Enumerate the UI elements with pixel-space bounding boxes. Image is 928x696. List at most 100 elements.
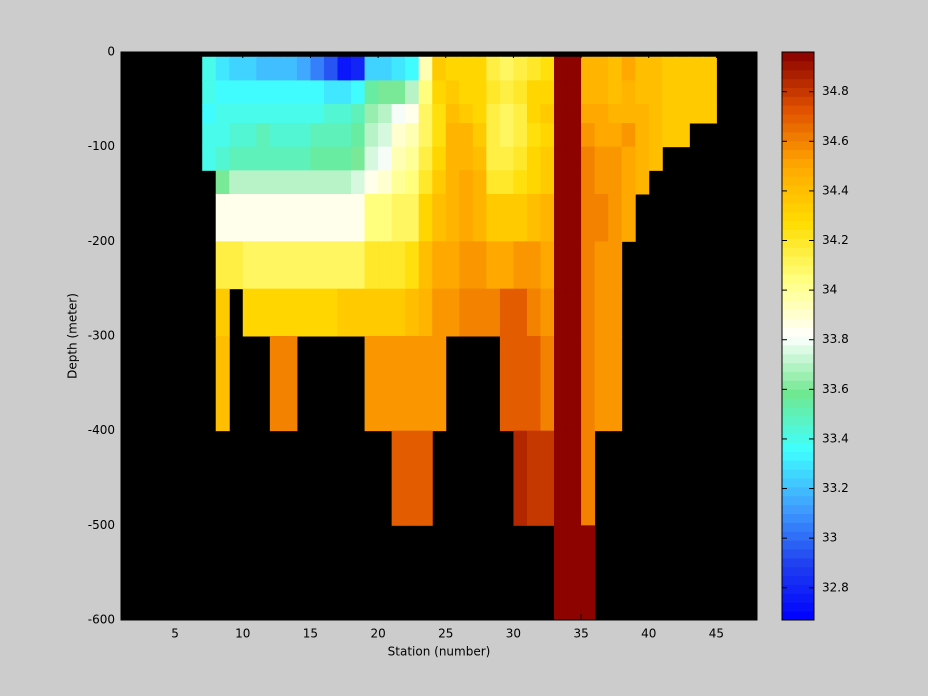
- cell: [581, 56, 596, 81]
- cell: [337, 288, 352, 337]
- x-tick-label: 5: [171, 627, 179, 641]
- colorbar-swatch: [782, 149, 814, 159]
- cell: [635, 146, 650, 171]
- cell: [391, 288, 406, 337]
- cell: [283, 104, 298, 124]
- cell: [337, 104, 352, 124]
- cell: [608, 194, 623, 242]
- colorbar-swatch: [782, 202, 814, 213]
- x-axis-label: Station (number): [388, 645, 491, 659]
- cell: [296, 56, 311, 81]
- cell: [296, 170, 311, 195]
- cell: [256, 241, 271, 290]
- cell: [608, 146, 623, 171]
- cell: [513, 56, 528, 81]
- cell: [283, 146, 298, 171]
- cell: [608, 241, 623, 290]
- cell: [364, 170, 379, 195]
- cell: [635, 56, 650, 81]
- colorbar-swatch: [782, 433, 814, 443]
- colorbar-swatch: [782, 158, 814, 168]
- colorbar-swatch: [782, 318, 814, 328]
- cell: [554, 123, 569, 148]
- cell: [351, 104, 366, 124]
- cell: [202, 80, 217, 105]
- cell: [296, 288, 311, 337]
- cell: [269, 104, 284, 124]
- cell: [269, 123, 284, 148]
- cell: [432, 288, 447, 337]
- colorbar-swatch: [782, 522, 814, 532]
- cell: [310, 288, 325, 337]
- cell: [581, 241, 596, 290]
- cell: [337, 80, 352, 105]
- colorbar-swatch: [782, 265, 814, 275]
- colorbar-swatch: [782, 575, 814, 585]
- colorbar-swatch: [782, 504, 814, 514]
- cell: [378, 194, 393, 242]
- cell: [594, 123, 609, 148]
- cell: [323, 104, 339, 124]
- colorbar-swatch: [782, 460, 814, 470]
- cell: [310, 56, 325, 81]
- cell: [256, 288, 271, 337]
- cell: [378, 241, 393, 290]
- colorbar-swatch: [782, 469, 814, 479]
- x-tick-label: 20: [370, 627, 385, 641]
- cell: [242, 170, 257, 195]
- x-tick-label: 25: [438, 627, 453, 641]
- colorbar-swatch: [782, 380, 814, 390]
- cell: [378, 104, 393, 124]
- cell: [472, 194, 487, 242]
- colorbar-swatch: [782, 557, 814, 568]
- cell: [648, 104, 663, 124]
- cell: [581, 525, 596, 621]
- cell: [256, 123, 271, 148]
- cell: [648, 146, 663, 171]
- cell: [499, 104, 514, 124]
- cell: [296, 123, 311, 148]
- cell: [215, 241, 230, 290]
- cell: [662, 123, 677, 148]
- cell: [351, 288, 366, 337]
- cell: [486, 170, 501, 195]
- cell: [513, 194, 528, 242]
- cell: [215, 336, 230, 432]
- colorbar-swatch: [782, 60, 814, 71]
- cell: [445, 288, 460, 337]
- y-tick-label: -500: [88, 518, 115, 532]
- cell: [594, 194, 609, 242]
- cell: [499, 194, 514, 242]
- cell: [337, 146, 352, 171]
- cell: [202, 146, 217, 171]
- colorbar-swatch: [782, 220, 814, 230]
- cell: [215, 104, 230, 124]
- cell: [635, 170, 650, 195]
- cell: [405, 336, 420, 432]
- cell: [581, 80, 596, 105]
- cell: [418, 288, 433, 337]
- cell: [202, 123, 217, 148]
- cell: [391, 123, 406, 148]
- colorbar-swatch: [782, 238, 814, 248]
- colorbar-swatch: [782, 540, 814, 550]
- cell: [526, 104, 541, 124]
- colorbar-tick-label: 34.8: [822, 84, 849, 98]
- cell: [405, 288, 420, 337]
- colorbar-swatch: [782, 451, 814, 461]
- cell: [621, 56, 636, 81]
- colorbar-swatch: [782, 442, 814, 452]
- cell: [554, 170, 569, 195]
- cell: [256, 56, 271, 81]
- cell: [540, 104, 555, 124]
- colorbar-swatch: [782, 69, 814, 80]
- cell: [554, 525, 569, 621]
- cell: [215, 80, 230, 105]
- cell: [229, 123, 244, 148]
- cell: [554, 288, 569, 337]
- cell: [310, 123, 325, 148]
- cell: [675, 123, 690, 148]
- cell: [513, 336, 528, 432]
- cell: [540, 288, 555, 337]
- cell: [486, 104, 501, 124]
